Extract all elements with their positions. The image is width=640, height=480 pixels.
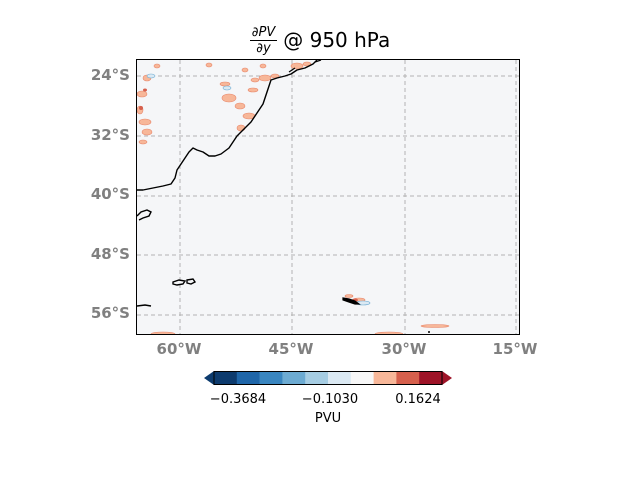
colorbar-segment — [396, 371, 420, 385]
title-numerator: ∂PV — [249, 24, 278, 41]
title-denominator: ∂y — [256, 40, 271, 56]
coastline-lagoon — [288, 60, 322, 73]
colorbar-segment — [373, 371, 397, 385]
colorbar-segment — [214, 371, 238, 385]
lon-label-30w: 30°W — [381, 340, 427, 358]
colorbar-segment — [419, 371, 443, 385]
map-title: ∂PV ∂y @ 950 hPa — [0, 18, 640, 62]
pv-contours-negative — [146, 73, 371, 306]
colorbar-tick-2: −0.1030 — [301, 392, 359, 407]
lat-label-24s: 24°S — [90, 66, 130, 84]
colorbar-segment — [236, 371, 260, 385]
lon-label-60w: 60°W — [156, 340, 202, 358]
colorbar-segment — [305, 371, 329, 385]
title-fraction: ∂PV ∂y — [249, 24, 278, 56]
colorbar-segment — [282, 371, 306, 385]
lat-label-40s: 40°S — [90, 185, 130, 203]
tierra-del-fuego — [137, 304, 152, 307]
map-panel — [136, 59, 520, 335]
lat-label-48s: 48°S — [90, 245, 130, 263]
gridlines — [137, 60, 519, 334]
colorbar-outline — [213, 371, 443, 385]
colorbar-segment — [350, 371, 374, 385]
colorbar-tick-3: 0.1624 — [395, 392, 441, 407]
pv-contours-strong-positive — [139, 88, 358, 302]
coastline-patagonia — [137, 209, 152, 221]
title-suffix: @ 950 hPa — [283, 28, 391, 52]
colorbar-segment — [328, 371, 352, 385]
pv-contours-positive — [137, 61, 450, 334]
south-georgia — [342, 297, 361, 305]
lon-label-45w: 45°W — [268, 340, 314, 358]
falkland-islands — [172, 278, 197, 286]
lon-label-15w: 15°W — [492, 340, 538, 358]
colorbar-segment — [259, 371, 283, 385]
colorbar-tick-1: −0.3684 — [209, 392, 267, 407]
colorbar-label: PVU — [314, 411, 342, 426]
colorbar-segments — [214, 371, 443, 385]
coastline-south-america — [137, 60, 318, 191]
lat-label-32s: 32°S — [90, 126, 130, 144]
colorbar — [204, 371, 452, 385]
lat-label-56s: 56°S — [90, 304, 130, 322]
colorbar-extend-left — [204, 371, 214, 385]
map-canvas — [137, 60, 519, 334]
colorbar-extend-right — [442, 371, 452, 385]
small-island — [428, 331, 430, 333]
